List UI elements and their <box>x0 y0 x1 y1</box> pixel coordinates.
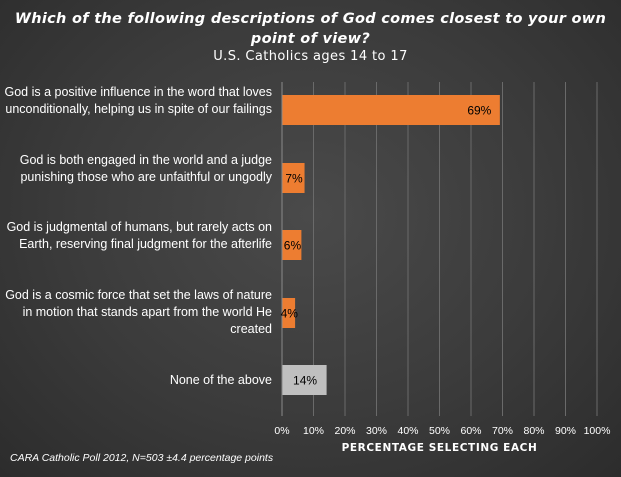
bar-3 <box>282 230 302 260</box>
x-tick-label: 30% <box>366 425 387 437</box>
data-label-2: 7% <box>285 172 303 186</box>
category-label-2: God is both engaged in the world and a j… <box>19 153 272 184</box>
x-axis-title: PERCENTAGE SELECTING EACH <box>341 442 538 454</box>
x-tick-label: 0% <box>274 425 289 437</box>
bar-5 <box>282 365 327 395</box>
x-tick-label: 50% <box>429 425 450 437</box>
x-tick-label: 40% <box>397 425 418 437</box>
x-tick-label: 90% <box>555 425 576 437</box>
category-label-3: God is judgmental of humans, but rarely … <box>6 220 272 251</box>
data-label-1: 69% <box>467 104 491 118</box>
x-tick-label: 70% <box>492 425 513 437</box>
x-tick-label: 80% <box>523 425 544 437</box>
chart-subtitle: U.S. Catholics ages 14 to 17 <box>213 49 408 64</box>
x-tick-label: 20% <box>334 425 355 437</box>
bar-1 <box>282 95 500 125</box>
category-label-4: God is a cosmic force that set the laws … <box>5 288 272 336</box>
footnote: CARA Catholic Poll 2012, N=503 ±4.4 perc… <box>10 452 274 464</box>
data-label-4: 4% <box>281 307 299 321</box>
data-label-3: 6% <box>284 239 302 253</box>
category-label-5: None of the above <box>169 373 272 387</box>
x-tick-label: 100% <box>584 425 611 437</box>
bar-4 <box>282 298 296 328</box>
category-label-1: God is a positive influence in the word … <box>4 85 272 116</box>
bar-2 <box>282 163 305 193</box>
x-tick-label: 60% <box>460 425 481 437</box>
chart-title: Which of the following descriptions of G… <box>14 11 607 47</box>
data-label-5: 14% <box>293 374 317 388</box>
x-tick-label: 10% <box>303 425 324 437</box>
